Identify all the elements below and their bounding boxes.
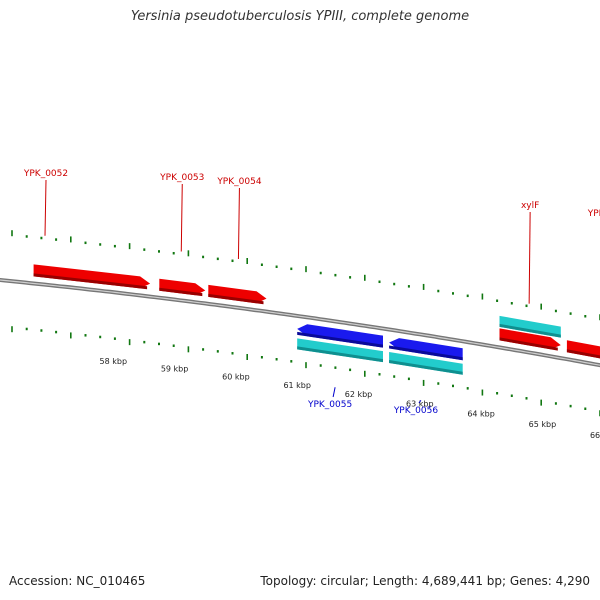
gene-leader-line <box>180 183 183 252</box>
gene-leader-line <box>332 387 336 398</box>
page-title: Yersinia pseudotuberculosis YPIII, compl… <box>130 9 470 24</box>
gene-reverse-0-shade <box>297 331 383 348</box>
scale-label: 62 kbp <box>345 390 373 399</box>
scale-label: 60 kbp <box>222 372 250 381</box>
topology-label: Topology: circular; Length: 4,689,441 bp… <box>260 574 590 588</box>
cds-reverse-1-shade <box>389 360 463 375</box>
gene-forward-0-shade <box>33 273 148 290</box>
gene-label: YPK_0053 <box>159 173 204 183</box>
backbone-highlight <box>0 279 600 366</box>
gene-label: xylF <box>521 201 539 211</box>
gene-forward-3-shade <box>499 337 558 351</box>
gene-leader-line <box>237 187 240 259</box>
gene-leader-line <box>528 211 531 304</box>
gene-forward-3 <box>499 328 561 350</box>
gene-forward-0 <box>33 264 151 289</box>
gene-label: YPK_0056 <box>393 406 439 416</box>
gene-forward-4-shade <box>566 349 600 359</box>
gene-label: YPK_0058 <box>587 209 600 219</box>
cds-reverse-0-shade <box>297 346 383 363</box>
gene-leader-line <box>44 179 47 236</box>
accession-label: Accession: NC_010465 <box>9 574 146 588</box>
scale-label: 59 kbp <box>161 365 189 374</box>
gene-forward-1-shade <box>159 287 203 297</box>
gene-forward-2-shade <box>208 293 264 305</box>
scale-label: 63 kbp <box>406 399 434 408</box>
scale-label: 61 kbp <box>283 381 311 390</box>
cds-forward-0-shade <box>499 323 561 338</box>
gene-label: YPK_0052 <box>23 169 68 179</box>
scale-label: 58 kbp <box>100 357 128 366</box>
scale-label: 64 kbp <box>467 409 495 418</box>
gene-label: YPK_0055 <box>307 400 352 410</box>
scale-label: 65 kbp <box>529 420 557 429</box>
gene-forward-4 <box>566 340 600 359</box>
scale-label: 66 kbp <box>590 431 600 440</box>
gene-label: YPK_0054 <box>216 177 262 187</box>
gene-reverse-1-shade <box>389 345 463 361</box>
gene-leader-line <box>418 400 422 404</box>
